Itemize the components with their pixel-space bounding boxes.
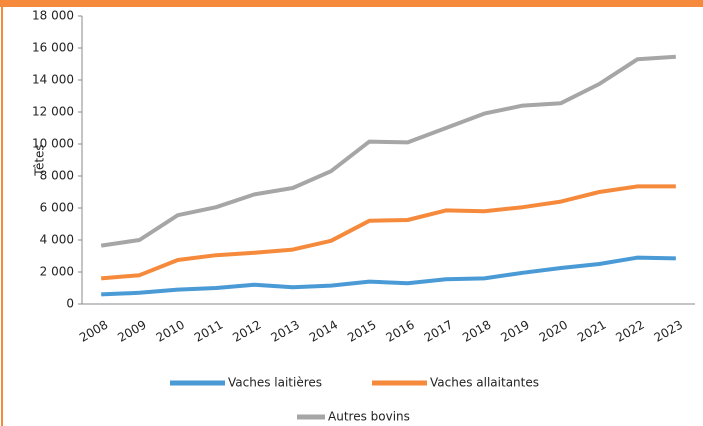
y-tick-label: 10 000 bbox=[32, 137, 74, 151]
series-line bbox=[101, 255, 676, 297]
x-tick-label: 2019 bbox=[498, 318, 531, 345]
series-line bbox=[100, 54, 676, 248]
x-tick-label: 2008 bbox=[77, 318, 110, 345]
x-tick-label: 2022 bbox=[613, 318, 646, 345]
legend-label: Autres bovins bbox=[328, 410, 410, 424]
y-tick-label: 2 000 bbox=[40, 265, 74, 279]
y-tick-label: 14 000 bbox=[32, 73, 74, 87]
x-tick-label: 2011 bbox=[192, 318, 225, 345]
x-tick-label: 2021 bbox=[575, 318, 608, 345]
y-tick-label: 12 000 bbox=[32, 105, 74, 119]
legend-label: Vaches laitières bbox=[228, 376, 322, 390]
x-tick-label: 2012 bbox=[230, 318, 263, 345]
x-tick-label: 2023 bbox=[652, 318, 685, 345]
x-tick-label: 2020 bbox=[537, 318, 570, 345]
y-tick-label: 6 000 bbox=[40, 201, 74, 215]
x-tick-label: 2016 bbox=[383, 318, 416, 345]
x-tick-label: 2010 bbox=[154, 318, 187, 345]
x-tick-label: 2018 bbox=[460, 318, 493, 345]
y-tick-label: 18 000 bbox=[32, 9, 74, 23]
y-axis-label: Têtes bbox=[33, 144, 47, 176]
left-border bbox=[1, 0, 3, 426]
series-line bbox=[100, 184, 676, 281]
y-tick-label: 16 000 bbox=[32, 41, 74, 55]
top-bar bbox=[0, 0, 703, 7]
y-tick-label: 4 000 bbox=[40, 233, 74, 247]
y-tick-label: 8 000 bbox=[40, 169, 74, 183]
legend-label: Vaches allaitantes bbox=[430, 376, 539, 390]
x-tick-label: 2015 bbox=[345, 318, 378, 345]
x-tick-label: 2017 bbox=[422, 318, 455, 345]
y-tick-label: 0 bbox=[66, 297, 74, 311]
x-tick-label: 2014 bbox=[307, 318, 340, 345]
x-tick-label: 2013 bbox=[269, 318, 302, 345]
x-tick-label: 2009 bbox=[115, 318, 148, 345]
